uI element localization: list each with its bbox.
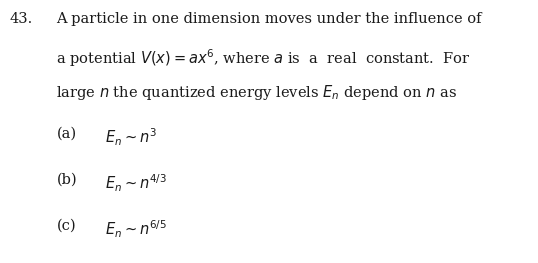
- Text: (b): (b): [56, 172, 77, 186]
- Text: large $n$ the quantized energy levels $E_n$ depend on $n$ as: large $n$ the quantized energy levels $E…: [56, 83, 458, 102]
- Text: (a): (a): [56, 126, 76, 140]
- Text: $E_n{\sim}n^{6/5}$: $E_n{\sim}n^{6/5}$: [105, 218, 167, 240]
- Text: $E_n{\sim}n^{4/3}$: $E_n{\sim}n^{4/3}$: [105, 172, 167, 194]
- Text: a potential $V(x) = ax^6$, where $a$ is  a  real  constant.  For: a potential $V(x) = ax^6$, where $a$ is …: [56, 47, 471, 69]
- Text: (c): (c): [56, 218, 76, 232]
- Text: A particle in one dimension moves under the influence of: A particle in one dimension moves under …: [56, 12, 482, 26]
- Text: $E_n{\sim}n^3$: $E_n{\sim}n^3$: [105, 126, 157, 148]
- Text: 43.: 43.: [10, 12, 33, 26]
